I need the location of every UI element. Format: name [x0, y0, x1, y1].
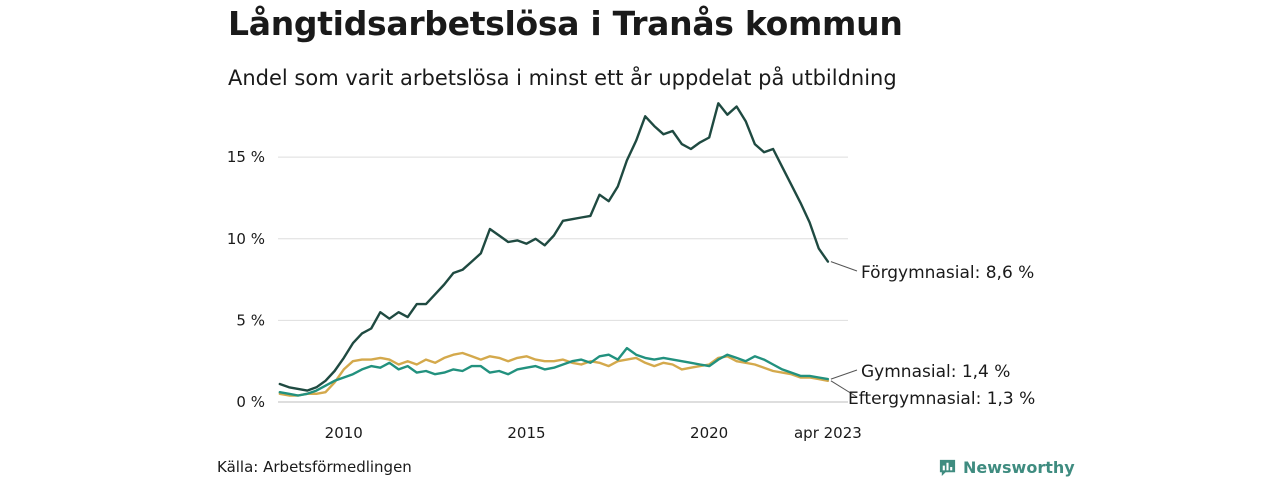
- series-end-labels: Förgymnasial: 8,6 % Gymnasial: 1,4 % Efter…: [830, 261, 1035, 409]
- x-tick-label: 2020: [690, 424, 728, 442]
- x-tick-label: 2010: [325, 424, 363, 442]
- label-leader-line: [830, 261, 858, 272]
- line-chart: 0 % 5 % 10 % 15 % 2010 2015 2020 apr 2023 Förg…: [227, 102, 1035, 442]
- label-leader-line: [830, 369, 858, 380]
- series-lines: [278, 102, 830, 397]
- source-note: Källa: Arbetsförmedlingen: [217, 458, 412, 476]
- y-tick-label: 15 %: [227, 148, 265, 166]
- series-end-label: Förgymnasial: 8,6 %: [861, 263, 1034, 283]
- series-end-label: Eftergymnasial: 1,3 %: [848, 389, 1035, 409]
- y-tick-label: 10 %: [227, 230, 265, 248]
- gridlines: [278, 156, 848, 403]
- series-line-förgymnasial: [278, 102, 830, 392]
- chart-subtitle: Andel som varit arbetslösa i minst ett å…: [228, 66, 897, 90]
- chart-title: Långtidsarbetslösa i Tranås kommun: [228, 4, 903, 43]
- x-tick-label: 2015: [507, 424, 545, 442]
- brand-logo[interactable]: Newsworthy: [938, 456, 1075, 478]
- x-tick-label: apr 2023: [794, 424, 862, 442]
- bar-chart-speech-bubble-icon: [939, 459, 956, 476]
- series-line-gymnasial: [278, 346, 830, 397]
- y-tick-label: 0 %: [236, 393, 265, 411]
- x-axis-ticks: 2010 2015 2020 apr 2023: [325, 424, 862, 442]
- y-tick-label: 5 %: [236, 311, 265, 329]
- series-end-label: Gymnasial: 1,4 %: [861, 362, 1010, 382]
- y-axis-ticks: 0 % 5 % 10 % 15 %: [227, 148, 265, 411]
- series-line-eftergymnasial: [278, 351, 830, 397]
- label-leader-line: [830, 380, 858, 398]
- brand-name: Newsworthy: [963, 457, 1075, 477]
